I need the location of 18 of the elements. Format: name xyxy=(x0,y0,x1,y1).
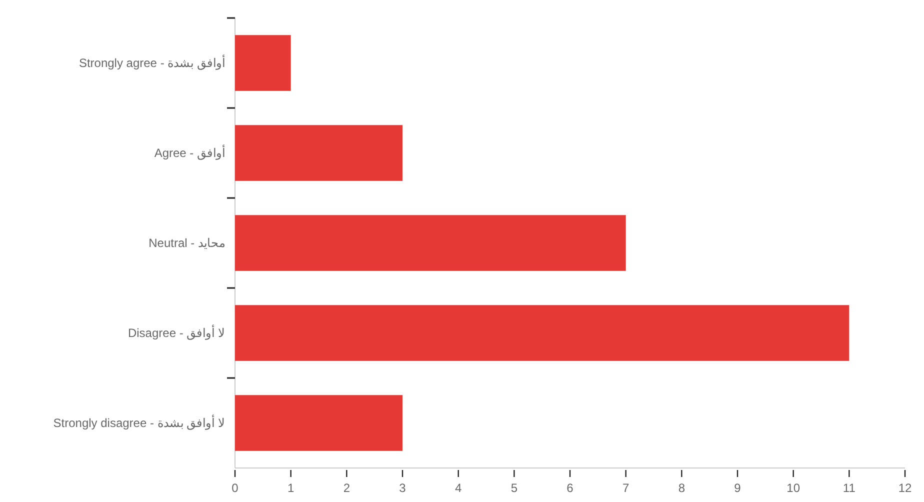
y-tick-label: Strongly agree - أوافق بشدة xyxy=(78,55,225,70)
x-tick-label: 10 xyxy=(786,481,800,495)
x-tick-label: 12 xyxy=(898,481,912,495)
x-tick-label: 3 xyxy=(399,481,406,495)
x-tick-label: 2 xyxy=(343,481,350,495)
x-tick-label: 5 xyxy=(510,481,518,495)
y-tick-label: Neutral - محايد xyxy=(148,236,225,250)
y-tick-label: Disagree - لا أوافق xyxy=(128,325,225,340)
x-tick-label: 1 xyxy=(287,481,294,495)
y-tick-label: Strongly disagree - لا أوافق بشدة xyxy=(53,415,225,430)
x-tick-label: 8 xyxy=(678,481,686,495)
x-tick-label: 6 xyxy=(566,481,574,495)
x-tick-label: 0 xyxy=(232,481,239,495)
x-tick-label: 11 xyxy=(842,481,856,495)
x-tick-label: 9 xyxy=(734,481,742,495)
y-tick-label: Agree - أوافق xyxy=(154,145,225,160)
x-tick-label: 4 xyxy=(454,481,462,495)
x-tick-label: 7 xyxy=(622,481,630,495)
